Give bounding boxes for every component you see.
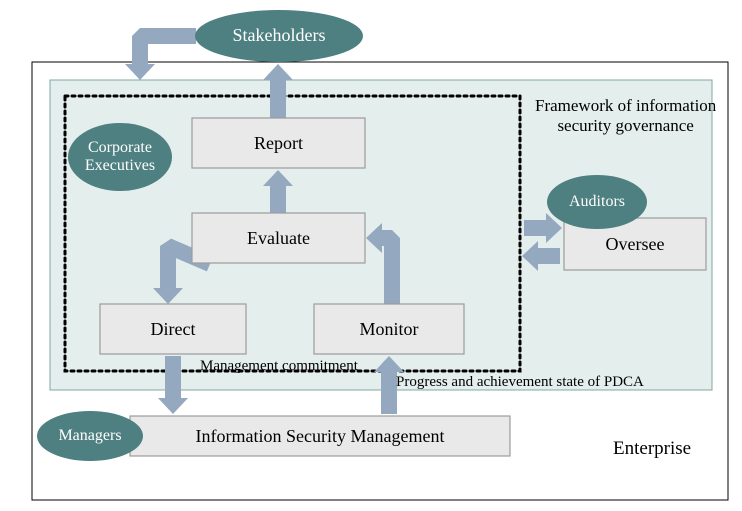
managers-ellipse: Managers [37, 411, 143, 461]
direct-label: Direct [100, 304, 246, 354]
ism-label: Information Security Management [130, 416, 510, 456]
report-label: Report [192, 118, 365, 168]
auditors-ellipse: Auditors [547, 175, 647, 229]
diagram-canvas: ReportEvaluateDirectMonitorOverseeInform… [0, 0, 742, 511]
arrow-stakeholders-to-enterprise [125, 28, 196, 80]
framework-label: Framework of information security govern… [535, 96, 716, 135]
stakeholders-ellipse: Stakeholders [195, 10, 363, 62]
mgmt-label: Management commitment [200, 358, 358, 375]
corporate-ellipse: Corporate Executives [68, 123, 172, 191]
enterprise-label: Enterprise [613, 438, 691, 460]
evaluate-label: Evaluate [192, 213, 365, 263]
monitor-label: Monitor [314, 304, 464, 354]
progress-label: Progress and achievement state of PDCA [396, 374, 644, 391]
